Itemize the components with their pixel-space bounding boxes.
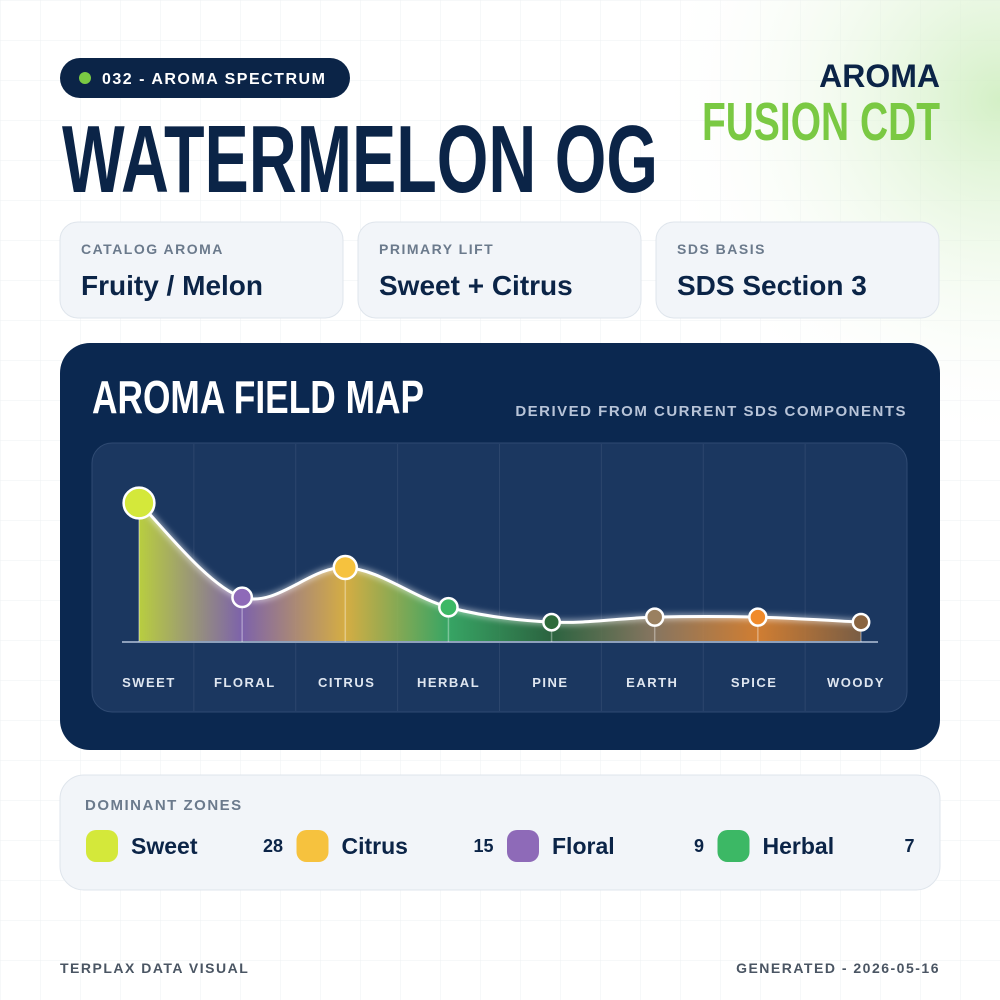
x-tick-label: EARTH <box>626 675 678 690</box>
area <box>139 503 861 642</box>
zone-value: 28 <box>263 836 283 856</box>
zone-swatch <box>296 830 329 862</box>
zone-swatch <box>507 830 539 862</box>
footer-left: TERPLAX DATA VISUAL <box>60 960 249 976</box>
brand-line2: FUSION CDT <box>702 92 940 152</box>
badge <box>60 58 350 98</box>
zone-name: Sweet <box>131 833 198 859</box>
badge-text: 032 - AROMA SPECTRUM <box>102 71 326 88</box>
card-value: Sweet + Citrus <box>379 270 573 301</box>
zone-swatch <box>717 830 750 862</box>
brand-line1: AROMA <box>819 58 940 94</box>
badge-dot <box>79 72 91 84</box>
x-tick-label: SWEET <box>122 675 176 690</box>
zone-value: 15 <box>473 836 493 856</box>
point <box>851 612 871 632</box>
card-label: CATALOG AROMA <box>81 241 224 257</box>
point <box>748 607 768 627</box>
x-tick-label: HERBAL <box>417 675 480 690</box>
chart-subtitle: DERIVED FROM CURRENT SDS COMPONENTS <box>515 403 907 420</box>
zones-title: DOMINANT ZONES <box>85 797 243 814</box>
x-tick-label: PINE <box>532 675 568 690</box>
zone-name: Citrus <box>342 833 408 859</box>
point <box>122 486 156 520</box>
x-tick-label: CITRUS <box>318 675 375 690</box>
point <box>542 612 562 632</box>
point <box>332 554 359 581</box>
zone-value: 9 <box>694 836 704 856</box>
zone-swatch <box>86 830 118 862</box>
info-card <box>655 221 940 319</box>
chart-title: AROMA FIELD MAP <box>92 371 424 423</box>
x-tick-label: WOODY <box>827 675 885 690</box>
zone-name: Floral <box>552 833 615 859</box>
point <box>644 607 665 627</box>
x-tick-label: SPICE <box>731 675 778 690</box>
zone-name: Herbal <box>763 833 835 859</box>
card-label: SDS BASIS <box>677 241 766 257</box>
info-card <box>59 221 344 319</box>
x-tick-label: FLORAL <box>214 675 276 690</box>
point <box>231 586 254 609</box>
point <box>438 596 459 618</box>
zones-card <box>59 774 941 891</box>
card-value: SDS Section 3 <box>677 270 867 301</box>
main-title: WATERMELON OG <box>62 106 658 213</box>
card-label: PRIMARY LIFT <box>379 241 494 257</box>
info-card <box>357 221 642 319</box>
footer-right: GENERATED - 2026-05-16 <box>736 960 940 976</box>
zone-value: 7 <box>904 836 914 856</box>
card-value: Fruity / Melon <box>81 270 263 301</box>
